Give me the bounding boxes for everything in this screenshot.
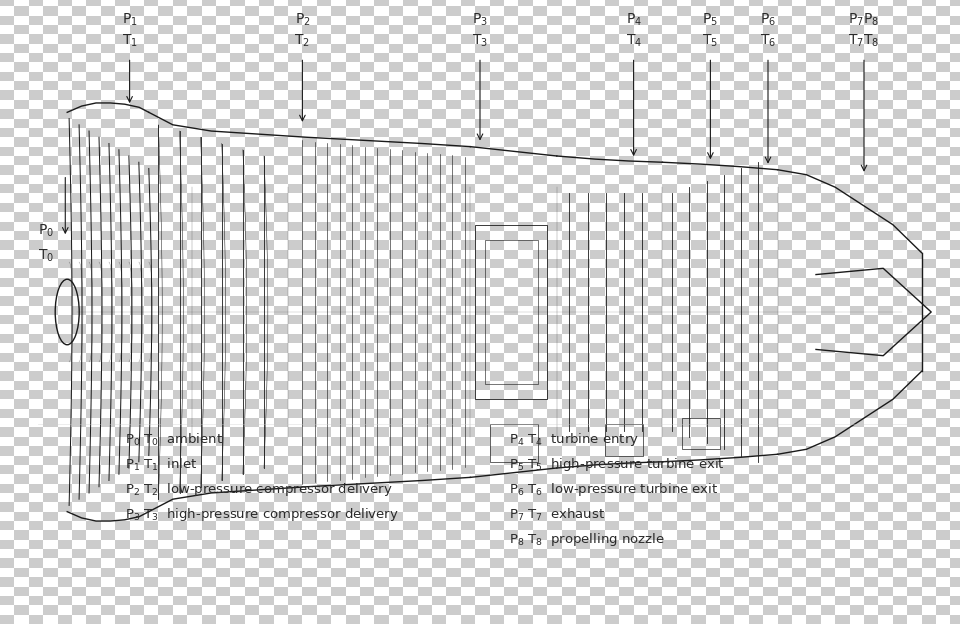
Text: P$_6$ T$_6$  low-pressure turbine exit: P$_6$ T$_6$ low-pressure turbine exit — [509, 481, 718, 499]
Text: T$_3$: T$_3$ — [472, 32, 488, 49]
Text: P$_0$: P$_0$ — [38, 223, 55, 239]
Bar — [475, 225, 547, 399]
Text: P$_1$ T$_1$  inlet: P$_1$ T$_1$ inlet — [125, 457, 197, 473]
Text: P$_3$: P$_3$ — [472, 12, 488, 28]
Text: P$_5$: P$_5$ — [703, 12, 718, 28]
Text: P$_6$: P$_6$ — [760, 12, 776, 28]
Text: P$_2$: P$_2$ — [295, 12, 310, 28]
Text: P$_0$ T$_0$  ambient: P$_0$ T$_0$ ambient — [125, 432, 223, 448]
Text: P$_4$: P$_4$ — [626, 12, 641, 28]
Text: T$_0$: T$_0$ — [38, 248, 55, 264]
Text: P$_1$: P$_1$ — [122, 12, 137, 28]
Bar — [490, 424, 538, 462]
Text: T$_1$: T$_1$ — [122, 32, 137, 49]
Text: P$_4$ T$_4$  turbine entry: P$_4$ T$_4$ turbine entry — [509, 431, 638, 449]
Bar — [605, 424, 643, 456]
Text: P$_7$P$_8$: P$_7$P$_8$ — [849, 12, 879, 28]
Text: P$_7$ T$_7$  exhaust: P$_7$ T$_7$ exhaust — [509, 507, 605, 523]
Bar — [682, 418, 720, 449]
Text: P$_5$ T$_5$  high-pressure turbine exit: P$_5$ T$_5$ high-pressure turbine exit — [509, 456, 725, 474]
Text: T$_4$: T$_4$ — [626, 32, 641, 49]
Text: T$_6$: T$_6$ — [760, 32, 776, 49]
Text: T$_5$: T$_5$ — [703, 32, 718, 49]
Text: P$_2$ T$_2$  low-pressure compressor delivery: P$_2$ T$_2$ low-pressure compressor deli… — [125, 481, 393, 499]
Text: P$_3$ T$_3$  high-pressure compressor delivery: P$_3$ T$_3$ high-pressure compressor del… — [125, 506, 398, 524]
Text: P$_8$ T$_8$  propelling nozzle: P$_8$ T$_8$ propelling nozzle — [509, 531, 664, 548]
Text: T$_2$: T$_2$ — [295, 32, 310, 49]
Text: T$_7$T$_8$: T$_7$T$_8$ — [849, 32, 879, 49]
Bar — [485, 240, 538, 384]
